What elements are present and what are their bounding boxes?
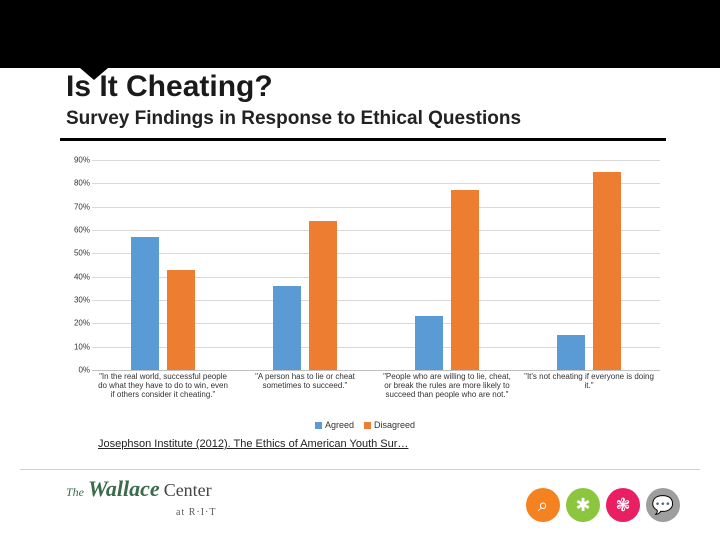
- title-rule: [60, 138, 666, 141]
- category-label: "In the real world, successful people do…: [92, 372, 234, 400]
- logo-the: The: [66, 485, 84, 499]
- logo-sub: at R·I·T: [176, 507, 217, 518]
- bar: [309, 221, 337, 370]
- citation: Josephson Institute (2012). The Ethics o…: [98, 438, 408, 450]
- grid-line: [92, 160, 660, 161]
- y-tick-label: 80%: [66, 179, 90, 188]
- legend-swatch: [315, 422, 322, 429]
- bar: [451, 190, 479, 370]
- bar: [557, 335, 585, 370]
- logo-suffix: Center: [164, 480, 212, 500]
- brain-icon: ❃: [606, 488, 640, 522]
- y-tick-label: 30%: [66, 296, 90, 305]
- y-tick-label: 50%: [66, 249, 90, 258]
- legend: Agreed Disagreed: [0, 420, 720, 430]
- footer-divider: [20, 469, 700, 470]
- grid-line: [92, 183, 660, 184]
- footer-icon-row: ⌕✱❃💬: [520, 488, 680, 522]
- y-tick-label: 70%: [66, 202, 90, 211]
- y-tick-label: 90%: [66, 156, 90, 165]
- slide-subtitle: Survey Findings in Response to Ethical Q…: [66, 108, 521, 130]
- plot-area: [92, 160, 660, 371]
- category-label: "People who are willing to lie, cheat, o…: [376, 372, 518, 400]
- chat-icon: 💬: [646, 488, 680, 522]
- y-tick-label: 60%: [66, 226, 90, 235]
- wallace-center-logo: The Wallace Center at R·I·T: [66, 476, 217, 520]
- legend-swatch: [364, 422, 371, 429]
- grid-line: [92, 207, 660, 208]
- grid-line: [92, 253, 660, 254]
- y-tick-label: 20%: [66, 319, 90, 328]
- globe-icon: ✱: [566, 488, 600, 522]
- legend-label: Disagreed: [374, 420, 415, 430]
- top-band: [0, 0, 720, 68]
- bar: [415, 316, 443, 370]
- grid-line: [92, 230, 660, 231]
- bar: [273, 286, 301, 370]
- y-tick-label: 40%: [66, 272, 90, 281]
- legend-label: Agreed: [325, 420, 354, 430]
- y-tick-label: 10%: [66, 342, 90, 351]
- y-tick-label: 0%: [66, 366, 90, 375]
- search-icon: ⌕: [526, 488, 560, 522]
- slide: Is It Cheating? Survey Findings in Respo…: [0, 0, 720, 540]
- category-label: "It's not cheating if everyone is doing …: [518, 372, 660, 390]
- slide-title: Is It Cheating?: [66, 70, 273, 104]
- category-label: "A person has to lie or cheat sometimes …: [234, 372, 376, 390]
- bar: [593, 172, 621, 370]
- bar-chart: 0%10%20%30%40%50%60%70%80%90% "In the re…: [66, 160, 660, 410]
- bar: [167, 270, 195, 370]
- bar: [131, 237, 159, 370]
- logo-main: Wallace: [88, 476, 160, 501]
